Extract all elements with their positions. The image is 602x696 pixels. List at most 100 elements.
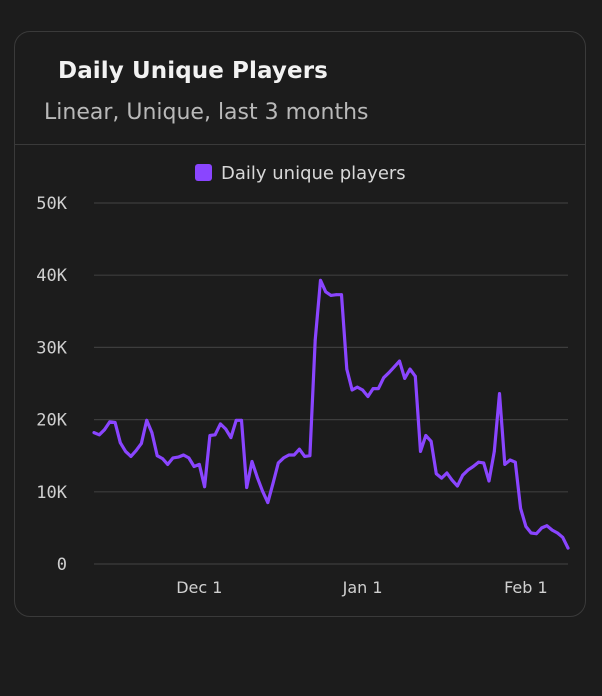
data-point bbox=[334, 293, 338, 297]
data-point bbox=[213, 433, 217, 437]
data-point bbox=[492, 450, 496, 453]
y-tick-label: 50K bbox=[36, 194, 67, 214]
data-point bbox=[240, 418, 243, 422]
card-subtitle: Linear, Unique, last 3 months bbox=[44, 100, 369, 125]
data-point bbox=[350, 388, 354, 392]
data-point bbox=[545, 524, 549, 528]
data-point bbox=[271, 481, 275, 485]
data-point bbox=[192, 465, 196, 468]
x-tick-label: Jan 1 bbox=[342, 578, 383, 597]
y-tick-label: 30K bbox=[36, 338, 67, 358]
data-point bbox=[150, 431, 154, 434]
data-point bbox=[556, 531, 559, 535]
data-point bbox=[266, 501, 270, 504]
legend-swatch bbox=[195, 164, 212, 181]
data-point bbox=[166, 463, 170, 466]
data-point bbox=[319, 278, 322, 282]
legend-label: Daily unique players bbox=[221, 163, 406, 184]
data-point bbox=[92, 431, 96, 434]
data-point bbox=[298, 447, 301, 451]
data-point bbox=[450, 478, 454, 482]
data-point bbox=[345, 367, 349, 371]
data-point bbox=[361, 388, 364, 392]
data-point bbox=[366, 395, 370, 398]
data-point bbox=[308, 454, 312, 458]
data-point bbox=[171, 456, 175, 460]
data-point bbox=[482, 461, 486, 465]
data-point bbox=[392, 365, 396, 369]
data-point bbox=[445, 471, 449, 475]
data-point bbox=[550, 528, 554, 532]
data-point bbox=[561, 535, 565, 539]
data-point bbox=[292, 453, 296, 457]
data-point bbox=[371, 387, 375, 390]
data-point bbox=[566, 546, 570, 550]
x-tick-label: Feb 1 bbox=[504, 578, 548, 597]
data-point bbox=[229, 436, 233, 439]
data-point bbox=[519, 507, 522, 510]
data-point bbox=[419, 450, 422, 453]
data-point bbox=[456, 484, 459, 488]
data-point bbox=[140, 442, 143, 445]
data-point bbox=[155, 454, 159, 458]
data-point bbox=[103, 428, 106, 432]
y-tick-label: 0 bbox=[57, 555, 67, 575]
data-point bbox=[503, 463, 507, 466]
data-point bbox=[461, 473, 465, 477]
data-point bbox=[234, 418, 238, 422]
data-point bbox=[303, 455, 307, 458]
data-point bbox=[219, 422, 222, 426]
data-point bbox=[224, 427, 228, 431]
data-point bbox=[282, 456, 285, 460]
y-tick-label: 10K bbox=[36, 483, 67, 503]
data-point bbox=[387, 371, 391, 375]
data-point bbox=[408, 367, 412, 371]
data-point bbox=[340, 293, 343, 297]
data-point bbox=[129, 455, 133, 458]
data-point bbox=[529, 531, 533, 535]
data-point bbox=[161, 457, 164, 460]
data-point bbox=[540, 526, 544, 530]
data-point bbox=[377, 387, 380, 390]
data-point bbox=[429, 439, 433, 443]
data-point bbox=[440, 476, 443, 480]
data-point bbox=[176, 455, 180, 459]
data-point bbox=[261, 489, 264, 493]
data-point bbox=[524, 525, 528, 528]
x-tick-label: Dec 1 bbox=[176, 578, 222, 597]
data-point bbox=[471, 465, 475, 468]
series-line bbox=[92, 278, 570, 550]
data-point bbox=[276, 461, 280, 465]
data-point bbox=[508, 458, 512, 462]
y-tick-label: 40K bbox=[36, 266, 67, 286]
data-point bbox=[313, 338, 317, 342]
data-point bbox=[355, 385, 359, 389]
card-title: Daily Unique Players bbox=[58, 58, 328, 84]
data-point bbox=[182, 453, 185, 457]
data-point bbox=[498, 392, 501, 395]
data-point bbox=[108, 420, 112, 424]
data-point bbox=[145, 418, 149, 422]
data-point bbox=[513, 460, 517, 464]
chart-card: Daily Unique Players Linear, Unique, las… bbox=[14, 31, 586, 617]
data-point bbox=[134, 449, 138, 452]
data-point bbox=[255, 476, 259, 479]
data-point bbox=[187, 456, 191, 460]
data-point bbox=[434, 472, 438, 476]
data-point bbox=[403, 377, 407, 380]
data-point bbox=[466, 468, 470, 472]
data-point bbox=[487, 479, 491, 483]
y-tick-label: 20K bbox=[36, 411, 67, 431]
data-point bbox=[113, 421, 117, 424]
card-header: Daily Unique Players Linear, Unique, las… bbox=[15, 32, 585, 145]
data-point bbox=[250, 460, 254, 463]
data-point bbox=[208, 434, 212, 437]
data-point bbox=[245, 486, 249, 489]
data-point bbox=[382, 376, 386, 380]
data-point bbox=[424, 434, 428, 437]
data-point bbox=[124, 450, 127, 453]
data-point bbox=[477, 460, 480, 464]
data-point bbox=[118, 441, 122, 445]
data-point bbox=[324, 290, 328, 294]
